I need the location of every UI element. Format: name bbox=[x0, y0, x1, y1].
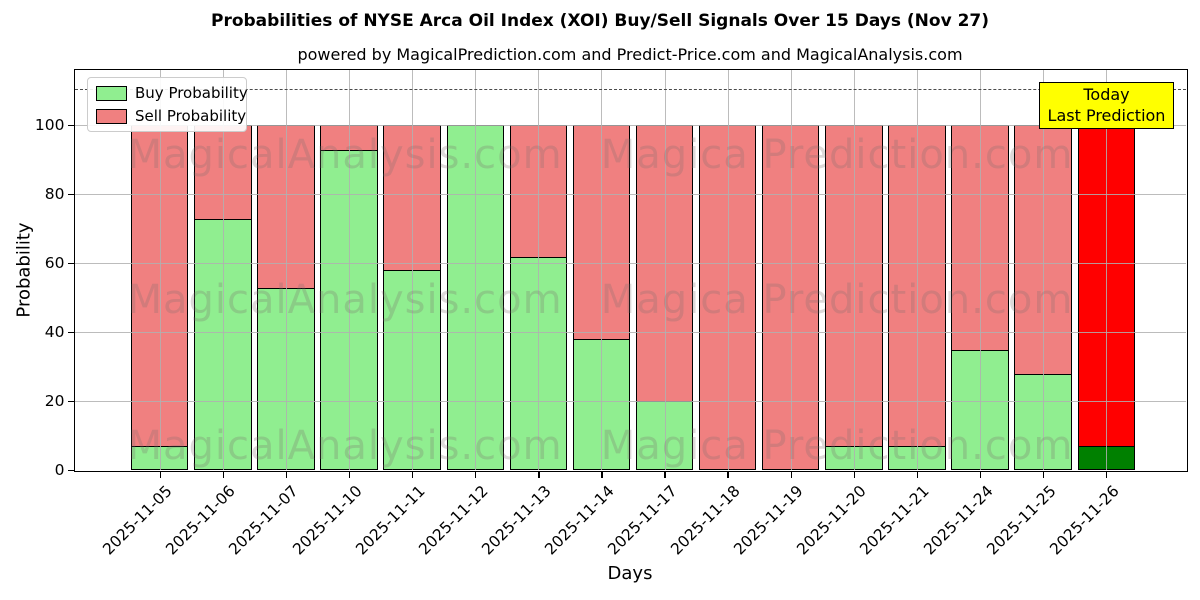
bar-segment-buy-2025-11-06 bbox=[194, 218, 252, 470]
gridline-vertical bbox=[1106, 70, 1108, 470]
watermark: MagicalAnalysis.com bbox=[127, 132, 563, 178]
legend-label-sell: Sell Probability bbox=[135, 107, 247, 125]
y-tick-label: 100 bbox=[34, 115, 65, 134]
x-tick-mark bbox=[790, 472, 792, 478]
x-tick-mark bbox=[285, 472, 288, 478]
watermark: Magica Prediction.com bbox=[600, 277, 1074, 323]
watermark: MagicalAnalysis.com bbox=[127, 423, 563, 469]
bar-segment-sell-2025-11-19 bbox=[762, 125, 820, 470]
bar-segment-sell-2025-11-06 bbox=[194, 125, 252, 220]
x-tick-mark bbox=[916, 472, 919, 478]
x-tick-mark bbox=[664, 472, 666, 478]
x-tick-mark bbox=[222, 472, 225, 478]
chart-title: Probabilities of NYSE Arca Oil Index (XO… bbox=[210, 11, 990, 31]
x-tick-mark bbox=[538, 472, 540, 478]
watermark: Magica Prediction.com bbox=[600, 132, 1074, 178]
legend-item-buy: Buy Probability bbox=[96, 84, 248, 102]
gridline-vertical bbox=[475, 70, 477, 470]
gridline-vertical bbox=[1043, 70, 1045, 470]
gridline-vertical bbox=[222, 70, 224, 470]
buy-swatch-icon bbox=[96, 85, 127, 101]
x-tick-mark bbox=[411, 472, 414, 478]
bar-segment-buy-2025-11-13 bbox=[509, 256, 568, 470]
bar-segment-buy-2025-11-17 bbox=[635, 401, 694, 470]
y-tick-mark bbox=[68, 124, 74, 127]
gridline-vertical bbox=[980, 70, 982, 470]
bar-segment-sell-2025-11-11 bbox=[383, 125, 441, 272]
y-tick-label: 40 bbox=[44, 322, 65, 341]
today-annotation: Today Last Prediction bbox=[1039, 82, 1174, 129]
y-tick-mark bbox=[68, 193, 74, 196]
gridline-vertical bbox=[727, 70, 729, 470]
bar-segment-sell-2025-11-20 bbox=[825, 125, 883, 448]
sell-swatch-icon bbox=[96, 108, 127, 124]
bar-segment-buy-2025-11-12 bbox=[446, 125, 504, 470]
gridline-vertical bbox=[159, 70, 161, 470]
gridline-horizontal bbox=[75, 125, 1186, 127]
legend: Buy Probability Sell Probability bbox=[87, 77, 248, 132]
gridline-vertical bbox=[349, 70, 351, 470]
x-tick-mark bbox=[979, 472, 982, 478]
gridline-vertical bbox=[601, 70, 603, 470]
x-tick-mark bbox=[348, 472, 351, 478]
legend-label-buy: Buy Probability bbox=[135, 84, 248, 102]
gridline-vertical bbox=[412, 70, 414, 470]
y-tick-mark bbox=[68, 331, 74, 334]
y-tick-mark bbox=[68, 469, 74, 472]
bar-segment-buy-2025-11-24 bbox=[951, 349, 1009, 470]
gridline-vertical bbox=[538, 70, 540, 470]
y-tick-mark bbox=[68, 262, 74, 265]
plot-inner: MagicalAnalysis.com Magica Prediction.com… bbox=[75, 70, 1186, 470]
bar-segment-sell-2025-11-25 bbox=[1014, 125, 1072, 375]
x-tick-mark bbox=[1106, 472, 1108, 478]
x-tick-mark bbox=[601, 472, 603, 478]
x-axis-label: Days bbox=[607, 563, 653, 584]
gridline-horizontal bbox=[75, 332, 1186, 334]
watermark: MagicalAnalysis.com bbox=[127, 277, 563, 323]
bar-segment-sell-2025-11-24 bbox=[951, 125, 1009, 351]
x-tick-mark bbox=[853, 472, 856, 478]
bar-segment-sell-2025-11-18 bbox=[698, 125, 757, 470]
y-tick-label: 80 bbox=[44, 184, 65, 203]
x-tick-mark bbox=[159, 472, 161, 478]
plot-area: MagicalAnalysis.com Magica Prediction.com… bbox=[74, 69, 1188, 472]
x-tick-mark bbox=[727, 472, 729, 478]
bar-segment-sell-2025-11-26 bbox=[1077, 125, 1135, 448]
bar-segment-buy-2025-11-25 bbox=[1014, 373, 1072, 470]
x-tick-mark bbox=[1042, 472, 1045, 478]
gridline-horizontal bbox=[75, 263, 1186, 265]
bar-segment-buy-2025-11-10 bbox=[320, 149, 378, 470]
gridline-vertical bbox=[285, 70, 287, 470]
gridline-vertical bbox=[664, 70, 666, 470]
dashed-threshold-line bbox=[75, 88, 1186, 90]
legend-item-sell: Sell Probability bbox=[96, 107, 246, 125]
gridline-horizontal bbox=[75, 194, 1186, 196]
y-tick-label: 0 bbox=[54, 460, 65, 479]
gridline-vertical bbox=[790, 70, 792, 470]
today-annotation-line2: Last Prediction bbox=[1047, 105, 1166, 125]
y-tick-label: 20 bbox=[44, 391, 65, 410]
gridline-horizontal bbox=[75, 401, 1186, 403]
today-annotation-line1: Today bbox=[1083, 84, 1130, 104]
watermark: Magica Prediction.com bbox=[600, 423, 1074, 469]
gridline-vertical bbox=[916, 70, 918, 470]
y-tick-mark bbox=[68, 400, 74, 403]
x-tick-mark bbox=[475, 472, 477, 478]
chart-subtitle: powered by MagicalPrediction.com and Pre… bbox=[297, 45, 963, 64]
y-tick-label: 60 bbox=[44, 253, 65, 272]
gridline-vertical bbox=[853, 70, 855, 470]
bar-segment-sell-2025-11-05 bbox=[131, 125, 189, 448]
